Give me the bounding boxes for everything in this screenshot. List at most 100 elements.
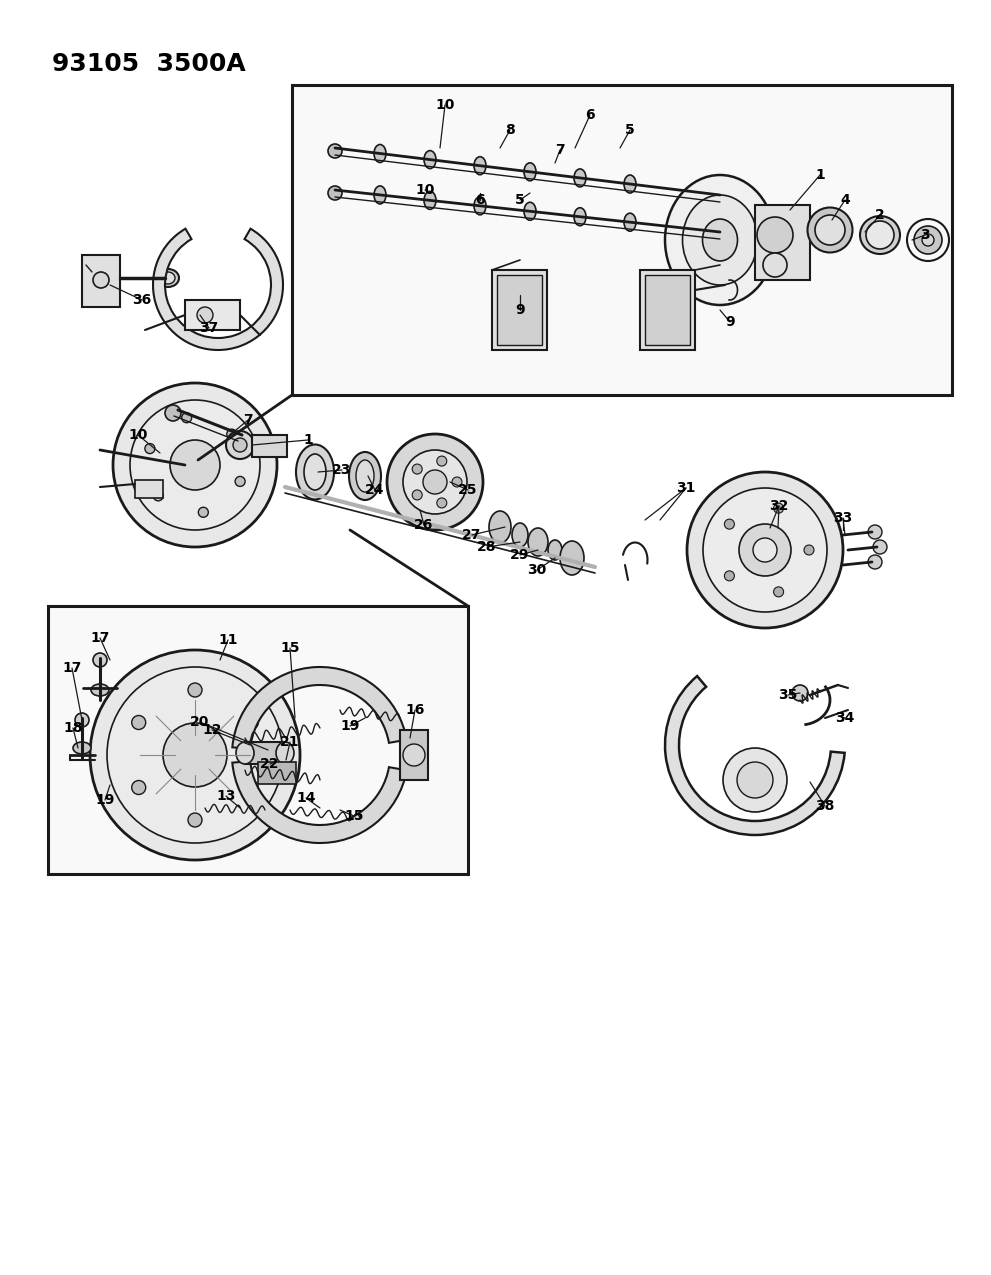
Text: 12: 12: [202, 723, 222, 737]
Text: 6: 6: [476, 193, 485, 207]
Ellipse shape: [914, 226, 942, 254]
Circle shape: [245, 780, 259, 794]
Bar: [645, 275, 690, 346]
Ellipse shape: [922, 235, 934, 246]
Text: 16: 16: [405, 703, 425, 717]
Circle shape: [687, 472, 843, 629]
Circle shape: [412, 464, 422, 474]
Circle shape: [328, 144, 342, 158]
Circle shape: [132, 715, 146, 729]
Ellipse shape: [304, 454, 326, 490]
Text: 26: 26: [414, 518, 434, 532]
Ellipse shape: [73, 742, 91, 754]
Circle shape: [703, 488, 827, 612]
Ellipse shape: [808, 208, 852, 252]
Text: 5: 5: [515, 193, 525, 207]
Ellipse shape: [866, 221, 894, 249]
Text: 10: 10: [415, 184, 435, 198]
Ellipse shape: [815, 215, 845, 245]
Text: 30: 30: [527, 564, 547, 578]
Circle shape: [804, 544, 814, 555]
Text: 32: 32: [769, 499, 789, 513]
Ellipse shape: [860, 215, 900, 254]
Circle shape: [763, 252, 787, 277]
Circle shape: [868, 555, 882, 569]
Text: 27: 27: [463, 528, 482, 542]
Wedge shape: [232, 761, 406, 843]
Text: 18: 18: [63, 720, 83, 734]
Bar: [400, 731, 428, 780]
Bar: [245, 742, 285, 764]
Circle shape: [197, 307, 213, 323]
Ellipse shape: [161, 272, 175, 284]
Text: 20: 20: [190, 715, 210, 729]
Circle shape: [387, 434, 483, 530]
Ellipse shape: [548, 541, 562, 560]
Ellipse shape: [528, 528, 548, 556]
Text: 36: 36: [133, 293, 152, 307]
Bar: [135, 479, 163, 499]
Ellipse shape: [424, 191, 436, 209]
Circle shape: [792, 685, 808, 701]
Circle shape: [437, 499, 447, 507]
Circle shape: [181, 413, 191, 423]
Ellipse shape: [474, 157, 486, 175]
Text: 28: 28: [478, 541, 496, 555]
Ellipse shape: [489, 511, 511, 543]
Ellipse shape: [574, 168, 586, 187]
Ellipse shape: [91, 683, 109, 696]
Circle shape: [130, 400, 260, 530]
Text: 17: 17: [90, 631, 110, 645]
Bar: [252, 435, 287, 456]
Text: 25: 25: [458, 483, 478, 497]
Circle shape: [873, 541, 887, 555]
Text: 2: 2: [875, 208, 885, 222]
Text: 9: 9: [725, 315, 734, 329]
Circle shape: [423, 470, 447, 493]
Bar: [258, 762, 296, 784]
Wedge shape: [153, 228, 283, 351]
Text: 15: 15: [344, 810, 364, 822]
Ellipse shape: [276, 742, 294, 764]
Ellipse shape: [474, 196, 486, 214]
Ellipse shape: [512, 523, 528, 547]
Text: 4: 4: [840, 193, 850, 207]
Bar: [497, 275, 542, 346]
Circle shape: [774, 586, 784, 597]
Text: 23: 23: [332, 463, 352, 477]
Text: 38: 38: [816, 799, 834, 813]
Circle shape: [90, 650, 300, 861]
Circle shape: [452, 477, 462, 487]
Bar: [292, 85, 952, 395]
Text: 35: 35: [778, 688, 798, 703]
Ellipse shape: [574, 208, 586, 226]
Circle shape: [154, 491, 164, 501]
Circle shape: [233, 439, 247, 453]
Circle shape: [188, 813, 202, 827]
Text: 93105  3500A: 93105 3500A: [52, 52, 246, 76]
Text: 29: 29: [510, 548, 529, 562]
Text: 33: 33: [833, 511, 852, 525]
Circle shape: [145, 444, 155, 454]
Ellipse shape: [296, 445, 334, 500]
Circle shape: [163, 723, 227, 787]
Circle shape: [724, 571, 734, 581]
Ellipse shape: [683, 195, 757, 286]
Text: 1: 1: [816, 168, 825, 182]
Bar: [492, 270, 547, 351]
Text: 22: 22: [261, 757, 279, 771]
Bar: [48, 606, 468, 873]
Circle shape: [107, 667, 283, 843]
Text: 14: 14: [296, 790, 316, 805]
Ellipse shape: [703, 219, 737, 261]
Ellipse shape: [349, 453, 381, 500]
Ellipse shape: [524, 163, 536, 181]
Ellipse shape: [624, 213, 636, 231]
Circle shape: [757, 217, 793, 252]
Text: 8: 8: [505, 122, 515, 136]
Circle shape: [437, 456, 447, 467]
Text: 3: 3: [921, 228, 930, 242]
Circle shape: [165, 405, 181, 421]
Bar: [755, 205, 810, 280]
Ellipse shape: [236, 742, 254, 764]
